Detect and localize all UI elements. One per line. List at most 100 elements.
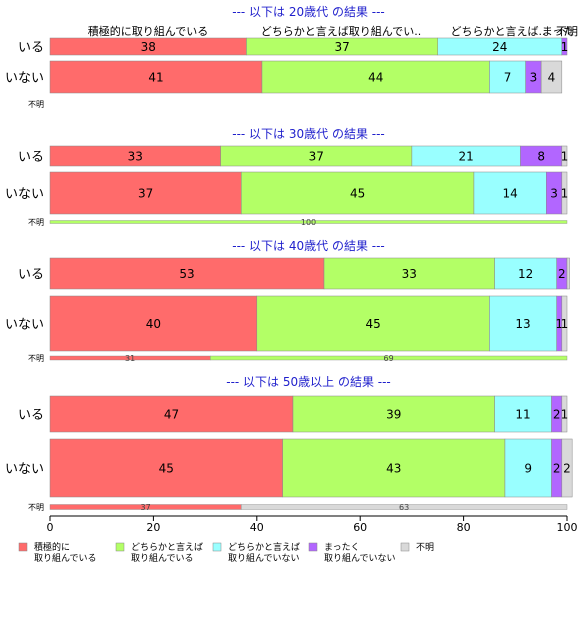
unknown-data-label: 31 <box>125 354 135 363</box>
unknown-row-label: 不明 <box>28 503 44 512</box>
data-label: 37 <box>334 40 349 54</box>
data-label: 40 <box>146 317 161 331</box>
bar-segment <box>49 395 294 433</box>
data-label: 33 <box>128 150 143 164</box>
row-label: いない <box>5 462 44 477</box>
data-label: 43 <box>386 462 401 476</box>
unknown-data-label: 63 <box>399 503 409 512</box>
row-label: いる <box>18 150 44 165</box>
unknown-data-label: 69 <box>384 354 394 363</box>
legend-label: まったく <box>324 542 360 553</box>
data-label: 37 <box>309 150 324 164</box>
x-tick-label: 40 <box>250 521 264 534</box>
bar-segment <box>561 295 568 352</box>
bar-segment <box>561 37 568 56</box>
row-label: いない <box>5 318 44 333</box>
x-tick-label: 80 <box>457 521 471 534</box>
data-label: 47 <box>164 408 179 422</box>
legend-label: 取り組んでいる <box>34 552 97 564</box>
data-label: 13 <box>515 317 530 331</box>
data-label: 3 <box>550 187 558 201</box>
bar-segment <box>561 395 568 433</box>
data-label: 1 <box>561 40 569 54</box>
legend-label: どちらかと言えば <box>228 541 300 553</box>
legend-swatch <box>400 542 410 552</box>
data-label: 24 <box>492 40 507 54</box>
data-label: 38 <box>141 40 156 54</box>
group-title: --- 以下は 40歳代 の結果 --- <box>232 239 385 253</box>
x-tick-label: 60 <box>353 521 367 534</box>
bar-segment <box>49 257 325 290</box>
legend-swatch <box>212 542 222 552</box>
unknown-bar-segment <box>49 220 568 224</box>
unknown-bar-segment <box>210 355 568 361</box>
column-label-2: どちらかと言えば.. <box>451 25 546 38</box>
data-label: 4 <box>548 71 556 85</box>
bar-segment <box>49 295 258 352</box>
column-label-3: まった <box>542 25 575 38</box>
column-label-1: どちらかと言えば取り組んでい.. <box>261 25 421 38</box>
legend-label: 不明 <box>416 542 434 553</box>
row-label: いない <box>5 71 44 86</box>
legend-label: 積極的に <box>34 541 70 553</box>
bar-segment <box>561 438 573 498</box>
bar-segment <box>292 395 495 433</box>
data-label: 45 <box>365 317 380 331</box>
column-label-0: 積極的に取り組んでいる <box>88 24 208 38</box>
legend-swatch <box>308 542 318 552</box>
data-label: 45 <box>350 187 365 201</box>
row-label: いない <box>5 187 44 202</box>
unknown-row-label: 不明 <box>28 100 44 109</box>
row-label: いる <box>18 268 44 283</box>
data-label: 1 <box>555 317 563 331</box>
x-tick-label: 100 <box>557 521 578 534</box>
unknown-row-label: 不明 <box>28 354 44 363</box>
data-label: 1 <box>561 317 569 331</box>
data-label: 1 <box>561 408 569 422</box>
data-label: 11 <box>515 408 530 422</box>
data-label: 37 <box>138 187 153 201</box>
data-label: 2 <box>553 462 561 476</box>
unknown-data-label: 37 <box>141 503 151 512</box>
bar-segment <box>49 438 283 498</box>
data-label: 2 <box>563 462 571 476</box>
group-title: --- 以下は 20歳代 の結果 --- <box>232 5 385 19</box>
column-label-4: 不明 <box>556 25 578 38</box>
data-label: 9 <box>524 462 532 476</box>
group-title: --- 以下は 50歳以上 の結果 --- <box>226 375 391 389</box>
bar-segment <box>494 257 557 290</box>
data-label: 53 <box>179 267 194 281</box>
data-label: 3 <box>530 71 538 85</box>
data-label: 44 <box>368 71 383 85</box>
bar-segment <box>261 60 490 94</box>
legend-swatch <box>115 542 125 552</box>
bar-segment <box>473 171 547 215</box>
legend-label: 取り組んでいる <box>131 552 194 564</box>
unknown-data-label: 100 <box>301 218 316 227</box>
data-label: 33 <box>402 267 417 281</box>
data-label: 1 <box>561 150 569 164</box>
unknown-row-label: 不明 <box>28 218 44 227</box>
bar-segment <box>494 395 552 433</box>
legend-label: 取り組んでいない <box>228 552 300 564</box>
bar-segment <box>561 171 568 215</box>
data-label: 8 <box>537 150 545 164</box>
data-label: 41 <box>148 71 163 85</box>
row-label: いる <box>18 408 44 423</box>
bar-segment <box>561 145 568 167</box>
bar-segment <box>540 60 563 94</box>
group-title: --- 以下は 30歳代 の結果 --- <box>232 127 385 141</box>
data-label: 2 <box>558 267 566 281</box>
unknown-bar-segment <box>241 504 568 510</box>
bar-segment <box>241 171 475 215</box>
bar-segment <box>49 60 263 94</box>
legend-swatch <box>18 542 28 552</box>
data-label: 45 <box>159 462 174 476</box>
bar-segment <box>504 438 552 498</box>
data-label: 14 <box>502 187 517 201</box>
bar-segment <box>489 295 557 352</box>
row-label: いる <box>18 41 44 56</box>
bar-segment <box>323 257 495 290</box>
x-tick-label: 0 <box>47 521 54 534</box>
